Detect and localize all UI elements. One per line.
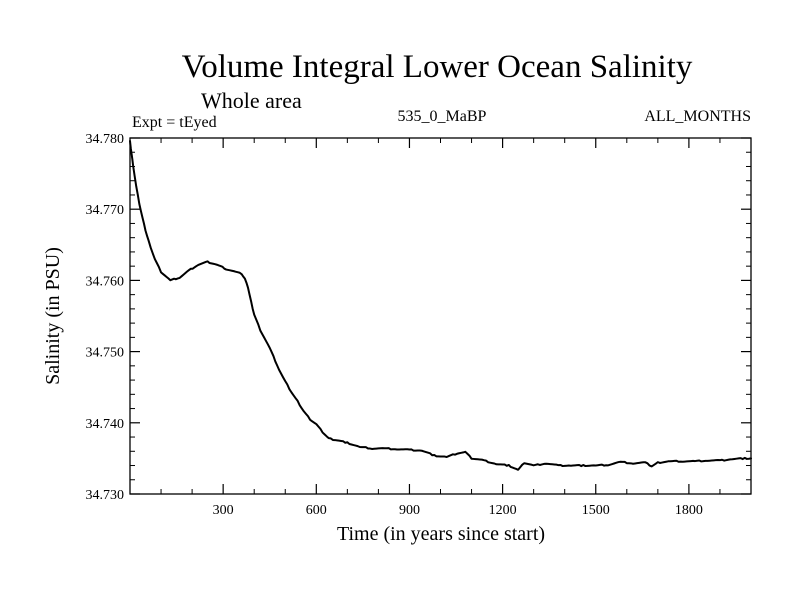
months-label: ALL_MONTHS	[644, 108, 751, 125]
y-tick-label: 34.740	[86, 417, 125, 432]
x-tick-label: 900	[399, 503, 420, 518]
x-axis-label: Time (in years since start)	[337, 523, 545, 545]
y-tick-label: 34.760	[86, 274, 125, 289]
y-axis-label: Salinity (in PSU)	[42, 247, 64, 385]
plot-frame	[129, 137, 752, 495]
salinity-series-line	[129, 140, 752, 471]
y-tick-label: 34.750	[86, 346, 125, 361]
y-tick-label: 34.780	[86, 132, 125, 147]
x-tick-label: 1500	[582, 503, 610, 518]
y-axis-ticks: 34.730 34.740 34.750 34.760 34.770 34.780	[86, 132, 751, 503]
x-tick-label: 300	[213, 503, 234, 518]
y-tick-label: 34.730	[86, 488, 125, 503]
experiment-label: Expt = tEyed	[132, 114, 217, 131]
x-tick-label: 1800	[675, 503, 703, 518]
x-tick-label: 600	[306, 503, 327, 518]
chart-subtitle: Whole area	[201, 88, 302, 113]
chart-title: Volume Integral Lower Ocean Salinity	[182, 49, 693, 85]
x-tick-label: 1200	[489, 503, 517, 518]
x-axis-ticks: 300 600 900 1200 1500 1800	[160, 138, 721, 518]
run-label: 535_0_MaBP	[398, 108, 487, 125]
y-tick-label: 34.770	[86, 203, 125, 218]
